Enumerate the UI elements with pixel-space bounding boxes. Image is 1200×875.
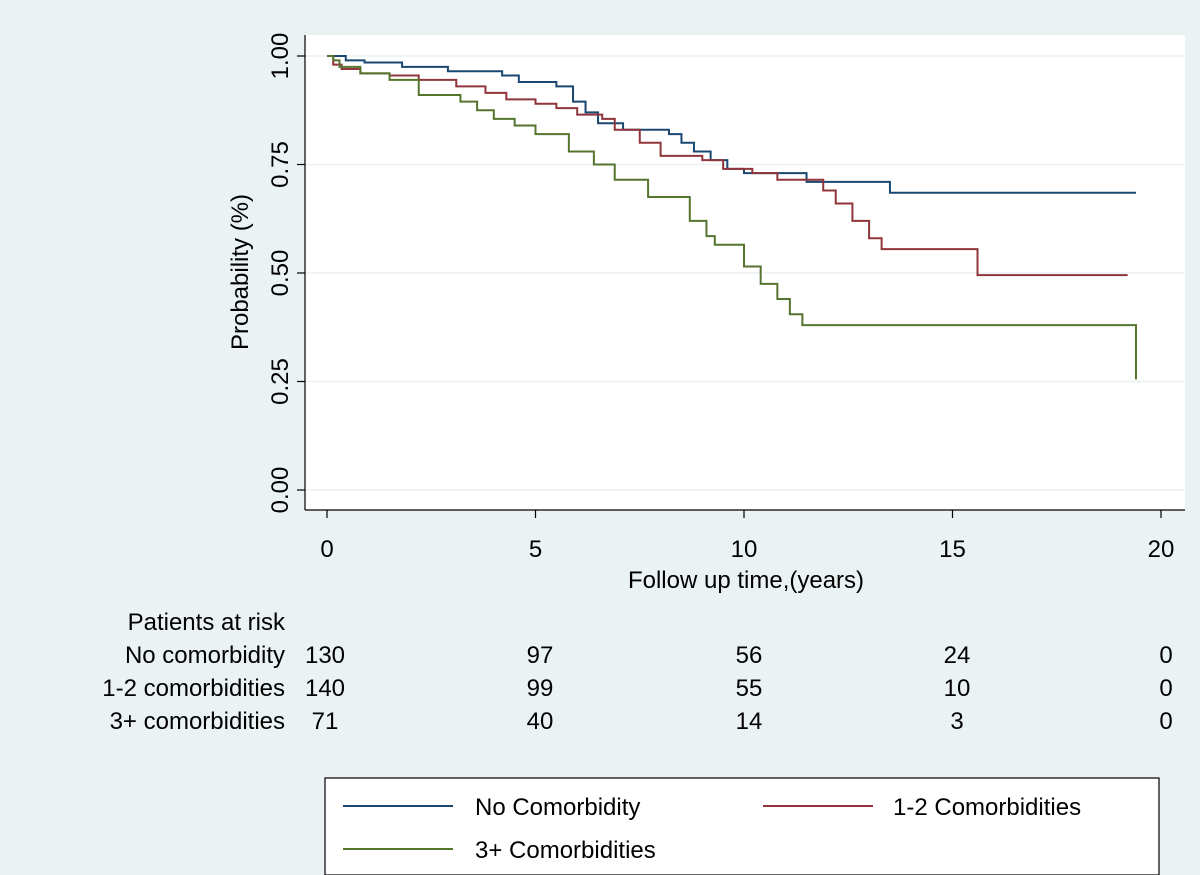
survival-curves — [327, 55, 1137, 380]
x-tick-label: 10 — [731, 536, 758, 563]
risk-table-row-label: No comorbidity — [125, 642, 285, 669]
risk-table-cell: 71 — [312, 708, 339, 735]
gridlines — [305, 55, 1185, 491]
y-tick-label: 0.25 — [267, 358, 294, 405]
x-tick-label: 20 — [1148, 536, 1175, 563]
risk-table-cell: 130 — [305, 642, 345, 669]
risk-table-cell: 56 — [736, 642, 763, 669]
x-tick-label: 15 — [939, 536, 966, 563]
y-tick-label: 0.00 — [267, 467, 294, 514]
x-tick-label: 5 — [529, 536, 542, 563]
risk-table-cell: 3 — [950, 708, 963, 735]
legend-label: 3+ Comorbidities — [475, 837, 656, 864]
legend: No Comorbidity 1-2 Comorbidities 3+ Comorb… — [324, 777, 1160, 875]
x-tick-label: 0 — [320, 536, 333, 563]
risk-table-title: Patients at risk — [128, 609, 286, 636]
risk-table-cell: 0 — [1159, 708, 1172, 735]
risk-table-cell: 14 — [736, 708, 763, 735]
risk-table-cell: 97 — [527, 642, 554, 669]
risk-table-row-label: 1-2 comorbidities — [102, 675, 285, 702]
risk-table-cell: 0 — [1159, 675, 1172, 702]
y-tick-label: 1.00 — [267, 33, 294, 80]
legend-box — [324, 777, 1160, 875]
axes: 0.00 0.25 0.50 0.75 1.00 0 5 10 15 20 — [267, 33, 1185, 563]
x-axis-label: Follow up time,(years) — [628, 567, 864, 594]
risk-table-cell: 24 — [944, 642, 971, 669]
series-line-1 — [327, 55, 1128, 277]
y-tick-label: 0.50 — [267, 250, 294, 297]
legend-label: No Comorbidity — [475, 794, 640, 821]
risk-table-cell: 10 — [944, 675, 971, 702]
risk-table-row-label: 3+ comorbidities — [110, 708, 285, 735]
risk-table-cell: 55 — [736, 675, 763, 702]
risk-table-cell: 40 — [527, 708, 554, 735]
risk-table-cell: 0 — [1159, 642, 1172, 669]
series-line-2 — [327, 55, 1137, 380]
y-axis-label: Probability (%) — [227, 194, 254, 350]
risk-table: Patients at risk No comorbidity 130 97 56 24 0… — [102, 609, 1172, 735]
risk-table-cell: 99 — [527, 675, 554, 702]
legend-label: 1-2 Comorbidities — [893, 794, 1081, 821]
risk-table-cell: 140 — [305, 675, 345, 702]
y-tick-label: 0.75 — [267, 141, 294, 188]
